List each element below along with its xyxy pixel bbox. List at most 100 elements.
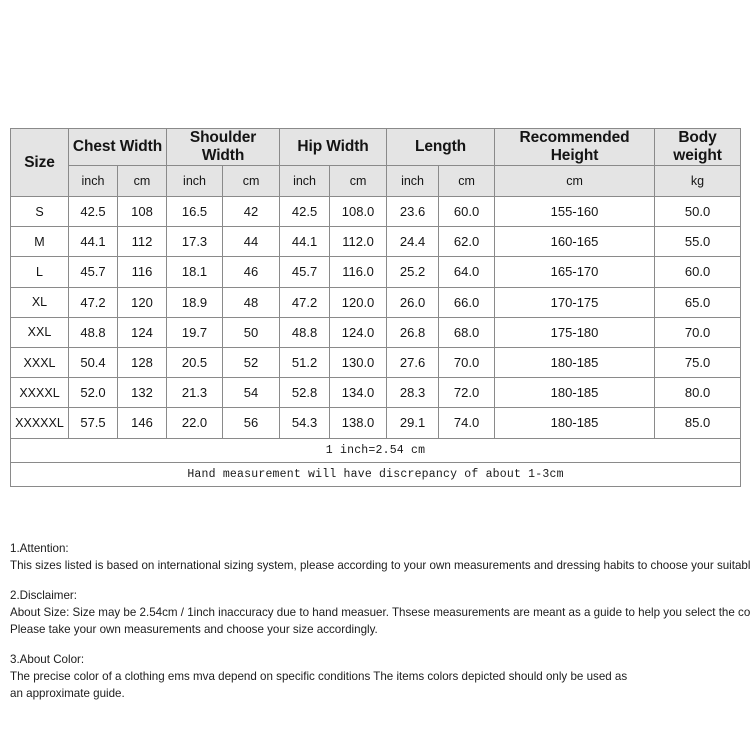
table-row: XXXXXL 57.5 146 22.0 56 54.3 138.0 29.1 74.0 180-…	[10, 407, 742, 439]
notes-section: 1.Attention: This sizes listed is based o…	[10, 540, 750, 715]
size-label-cell: S	[10, 195, 69, 228]
measurement-cell: 25.2	[386, 256, 440, 288]
measurement-cell: 18.9	[166, 286, 224, 318]
column-header-length: Length	[386, 128, 496, 166]
measurement-cell: 45.7	[279, 256, 331, 288]
note-heading: 1.Attention:	[10, 542, 69, 555]
measurement-cell: 138.0	[329, 407, 388, 439]
measurement-cell: 108.0	[329, 195, 388, 228]
measurement-cell: 120	[116, 286, 168, 318]
table-group-header-row: Size Chest Width Shoulder Width Hip Widt…	[10, 128, 742, 197]
measurement-cell: 56	[222, 407, 281, 439]
measurement-cell: 74.0	[438, 407, 496, 439]
measurement-cell: 16.5	[166, 195, 224, 228]
table-row: M 44.1 112 17.3 44 44.1 112.0 24.4 62.0 160-165 55…	[10, 226, 742, 258]
measurement-cell: 22.0	[166, 407, 224, 439]
note-line: Please take your own measurements and ch…	[10, 623, 378, 636]
measurement-cell: 120.0	[329, 286, 388, 318]
unit-weight-kg: kg	[654, 165, 742, 197]
measurement-cell: 175-180	[494, 316, 656, 348]
measurement-cell: 62.0	[438, 226, 496, 258]
column-header-size: Size	[10, 128, 69, 197]
measurement-cell: 165-170	[494, 256, 656, 288]
unit-shoulder-cm: cm	[222, 165, 281, 197]
measurement-cell: 116.0	[329, 256, 388, 288]
unit-chest-inch: inch	[68, 165, 118, 197]
measurement-cell: 128	[116, 346, 168, 379]
measurement-cell: 48	[222, 286, 281, 318]
unit-shoulder-inch: inch	[166, 165, 224, 197]
measurement-cell: 19.7	[166, 316, 224, 348]
table-row: L 45.7 116 18.1 46 45.7 116.0 25.2 64.0 165-170 60…	[10, 256, 742, 288]
measurement-cell: 51.2	[279, 346, 331, 379]
measurement-cell: 20.5	[166, 346, 224, 379]
measurement-cell: 26.8	[386, 316, 440, 348]
measurement-cell: 42.5	[68, 195, 118, 228]
measurement-cell: 55.0	[654, 226, 742, 258]
measurement-cell: 132	[116, 377, 168, 409]
measurement-cell: 57.5	[68, 407, 118, 439]
measurement-cell: 180-185	[494, 407, 656, 439]
table-row: XXXXL 52.0 132 21.3 54 52.8 134.0 28.3 72.0 180-1…	[10, 377, 742, 409]
measurement-cell: 66.0	[438, 286, 496, 318]
measurement-cell: 52	[222, 346, 281, 379]
measurement-cell: 112.0	[329, 226, 388, 258]
measurement-cell: 180-185	[494, 377, 656, 409]
size-label-cell: L	[10, 256, 69, 288]
measurement-cell: 80.0	[654, 377, 742, 409]
measurement-cell: 60.0	[654, 256, 742, 288]
measurement-cell: 124	[116, 316, 168, 348]
measurement-cell: 75.0	[654, 346, 742, 379]
note-heading: 2.Disclaimer:	[10, 589, 77, 602]
measurement-cell: 65.0	[654, 286, 742, 318]
column-header-shoulder-width: Shoulder Width	[166, 128, 281, 166]
measurement-cell: 50.4	[68, 346, 118, 379]
measurement-cell: 70.0	[654, 316, 742, 348]
measurement-cell: 60.0	[438, 195, 496, 228]
table-body: S 42.5 108 16.5 42 42.5 108.0 23.6 60.0 155-160 50…	[10, 195, 742, 439]
measurement-cell: 52.8	[279, 377, 331, 409]
measurement-cell: 23.6	[386, 195, 440, 228]
table-row: XXXL 50.4 128 20.5 52 51.2 130.0 27.6 70.0 180-18…	[10, 346, 742, 379]
measurement-cell: 108	[116, 195, 168, 228]
note-line: an approximate guide.	[10, 687, 125, 700]
column-header-body-weight: Body weight	[654, 128, 742, 166]
measurement-cell: 52.0	[68, 377, 118, 409]
measurement-cell: 48.8	[68, 316, 118, 348]
measurement-cell: 24.4	[386, 226, 440, 258]
unit-hip-cm: cm	[329, 165, 388, 197]
unit-chest-cm: cm	[116, 165, 168, 197]
measurement-cell: 45.7	[68, 256, 118, 288]
measurement-cell: 50.0	[654, 195, 742, 228]
measurement-cell: 85.0	[654, 407, 742, 439]
table-footer: 1 inch=2.54 cm Hand measurement will have…	[9, 437, 742, 487]
measurement-cell: 146	[116, 407, 168, 439]
measurement-cell: 21.3	[166, 377, 224, 409]
measurement-cell: 112	[116, 226, 168, 258]
size-chart-table: Size Chest Width Shoulder Width Hip Widt…	[9, 128, 742, 487]
measurement-cell: 44.1	[68, 226, 118, 258]
measurement-cell: 180-185	[494, 346, 656, 379]
measurement-cell: 47.2	[279, 286, 331, 318]
measurement-cell: 54.3	[279, 407, 331, 439]
size-label-cell: M	[10, 226, 69, 258]
measurement-cell: 134.0	[329, 377, 388, 409]
unit-length-cm: cm	[438, 165, 496, 197]
table-footer-note-row: Hand measurement will have discrepancy o…	[9, 461, 742, 487]
note-line: This sizes listed is based on internatio…	[10, 559, 750, 572]
measurement-cell: 42.5	[279, 195, 331, 228]
measurement-discrepancy-note: Hand measurement will have discrepancy o…	[9, 461, 742, 487]
unit-height-cm: cm	[494, 165, 656, 197]
table-row: XXL 48.8 124 19.7 50 48.8 124.0 26.8 68.0 175-180…	[10, 316, 742, 348]
measurement-cell: 72.0	[438, 377, 496, 409]
measurement-cell: 170-175	[494, 286, 656, 318]
measurement-cell: 48.8	[279, 316, 331, 348]
measurement-cell: 44.1	[279, 226, 331, 258]
measurement-cell: 124.0	[329, 316, 388, 348]
table-header: Size Chest Width Shoulder Width Hip Widt…	[10, 128, 742, 197]
table-unit-header-row: inch cm inch cm inch cm inch cm cm kg	[11, 165, 742, 197]
size-label-cell: XL	[10, 286, 69, 318]
note-line: The precise color of a clothing ems mva …	[10, 670, 628, 683]
measurement-cell: 26.0	[386, 286, 440, 318]
measurement-cell: 27.6	[386, 346, 440, 379]
